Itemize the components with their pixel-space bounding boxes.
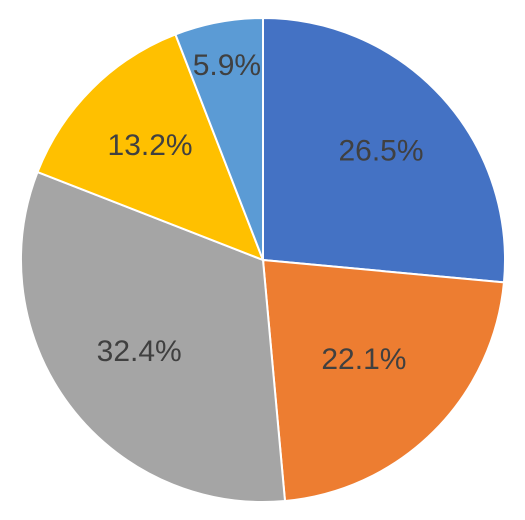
pie-slice-2 (261, 258, 506, 503)
slices-layer (19, 16, 506, 503)
slice-label-4: 13.2% (108, 129, 193, 162)
slice-label-3: 32.4% (97, 335, 182, 368)
pie-slice-3 (19, 170, 287, 503)
slice-label-5: 5.9% (193, 49, 261, 82)
pie-slice-1 (262, 16, 506, 284)
slice-label-1: 26.5% (338, 134, 423, 167)
pie-slice-5 (174, 16, 264, 261)
labels-layer: 26.5% 22.1% 32.4% 13.2% 5.9% (97, 49, 424, 376)
slice-label-2: 22.1% (321, 343, 406, 376)
pie-slice-4 (36, 33, 265, 262)
